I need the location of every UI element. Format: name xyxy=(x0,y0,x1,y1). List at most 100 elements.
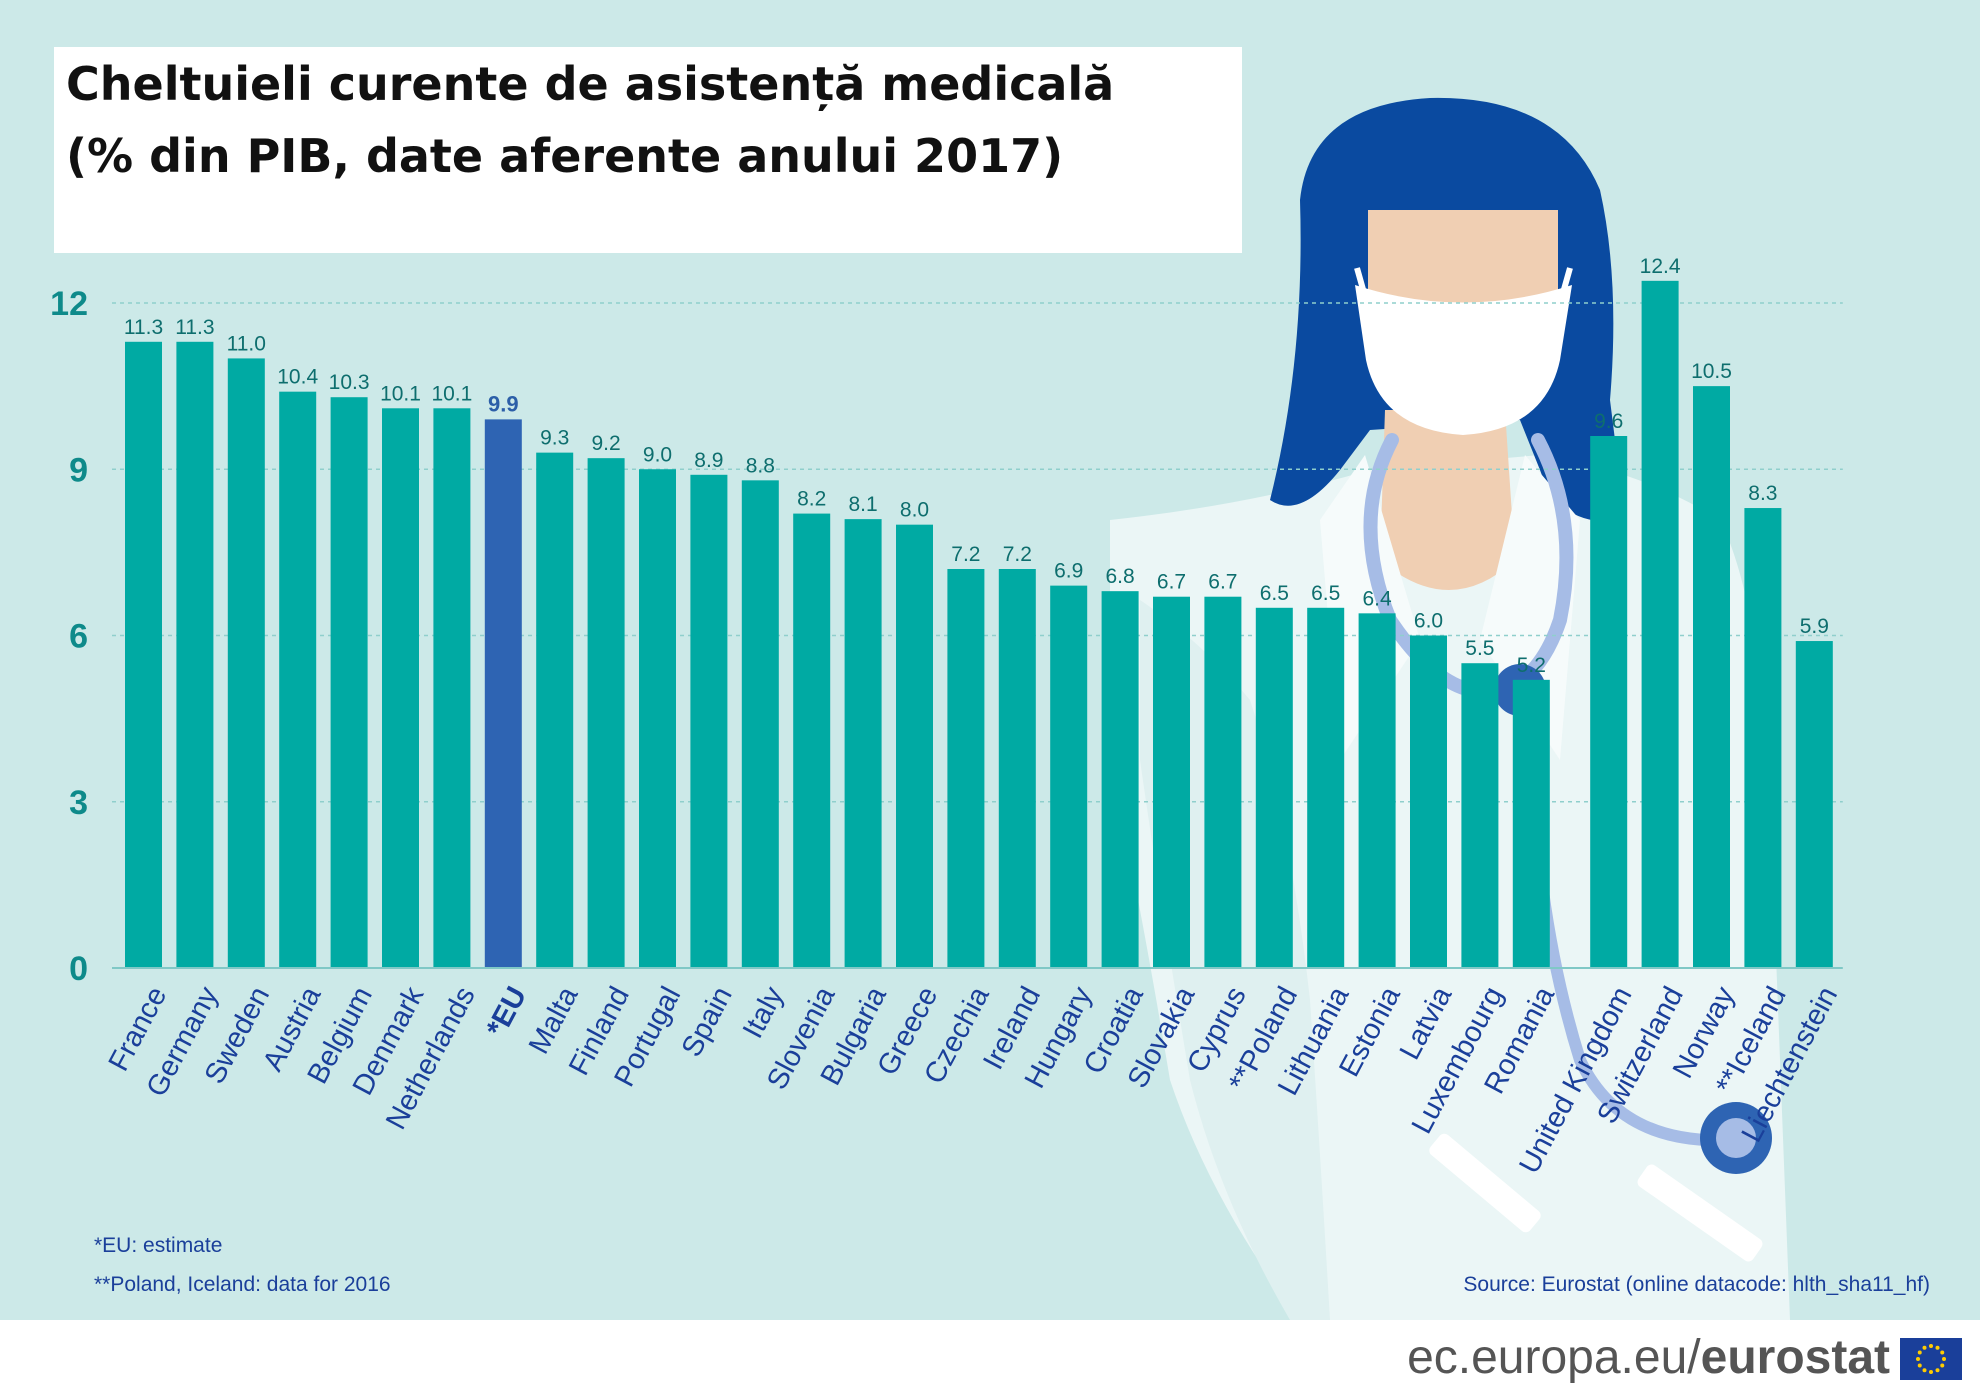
x-tick-label: Italy xyxy=(737,981,790,1043)
bar xyxy=(1641,280,1679,968)
y-tick-label: 0 xyxy=(69,950,88,988)
bar xyxy=(741,480,779,968)
data-label: 5.5 xyxy=(1465,637,1494,660)
flag-star-icon xyxy=(1929,1344,1933,1348)
flag-star-icon xyxy=(1935,1345,1940,1350)
x-axis-labels: FranceGermanySwedenAustriaBelgiumDenmark… xyxy=(103,981,1844,1179)
title-box: Cheltuieli curente de asistență medicală… xyxy=(54,47,1242,253)
doctor-neck xyxy=(1380,410,1515,590)
data-label: 6.0 xyxy=(1414,610,1443,633)
bar xyxy=(1795,641,1833,968)
bar xyxy=(1744,508,1782,968)
data-label: 9.3 xyxy=(540,427,569,450)
chart-title-line2: (% din PIB, date aferente anului 2017) xyxy=(66,129,1064,183)
bar xyxy=(1101,591,1139,968)
bar xyxy=(279,391,317,969)
bar xyxy=(1307,607,1345,968)
source-note: Source: Eurostat (online datacode: hlth_… xyxy=(1463,1273,1930,1296)
data-label: 11.3 xyxy=(124,316,163,339)
bar xyxy=(536,452,574,968)
data-label: 8.9 xyxy=(694,449,723,472)
y-tick-label: 12 xyxy=(50,285,88,323)
bar xyxy=(1590,436,1628,968)
flag-star-icon xyxy=(1940,1350,1945,1355)
x-tick-label: Spain xyxy=(676,982,739,1063)
bar xyxy=(1410,635,1447,968)
data-label: 6.4 xyxy=(1362,587,1392,610)
data-label: 6.5 xyxy=(1311,582,1340,605)
bar xyxy=(1204,596,1242,968)
data-label: 11.0 xyxy=(227,332,266,355)
coat-pocket xyxy=(1637,1164,1763,1262)
data-label: 10.1 xyxy=(431,382,472,405)
data-label: 9.0 xyxy=(643,443,672,466)
data-label: 5.9 xyxy=(1800,615,1829,638)
bar xyxy=(1358,613,1396,968)
eurostat-link[interactable]: ec.europa.eu/eurostat xyxy=(1407,1330,1890,1385)
flag-star-icon xyxy=(1922,1345,1927,1350)
coat-collar xyxy=(1480,455,1580,760)
bar xyxy=(639,469,676,968)
flag-star-icon xyxy=(1916,1357,1920,1361)
face-mask xyxy=(1355,285,1572,435)
bar xyxy=(896,524,933,968)
bar xyxy=(998,569,1036,968)
data-label: 8.8 xyxy=(746,454,775,477)
data-label: 6.7 xyxy=(1157,571,1186,594)
stethoscope-chestpiece-inner xyxy=(1716,1118,1756,1158)
data-label: 6.9 xyxy=(1054,560,1083,583)
branding-bar: ec.europa.eu/eurostat xyxy=(0,1320,1980,1400)
y-tick-label: 3 xyxy=(69,784,88,822)
eu-flag-icon xyxy=(1900,1338,1962,1380)
flag-star-icon xyxy=(1942,1357,1946,1361)
x-tick-label: *EU xyxy=(481,982,533,1043)
flag-star-icon xyxy=(1929,1370,1933,1374)
data-label: 9.6 xyxy=(1594,410,1623,433)
bar xyxy=(844,519,882,968)
flag-star-icon xyxy=(1940,1363,1945,1368)
y-axis: 0 3 6 9 12 xyxy=(50,285,88,988)
data-label: 8.1 xyxy=(848,493,877,516)
data-label: 9.2 xyxy=(591,432,620,455)
brand-name: eurostat xyxy=(1700,1331,1890,1384)
data-label: 5.2 xyxy=(1517,654,1546,677)
bar xyxy=(125,341,162,969)
bar xyxy=(382,408,419,969)
bar xyxy=(330,397,368,968)
data-label: 10.1 xyxy=(380,382,421,405)
data-label: 11.3 xyxy=(175,316,214,339)
flag-star-icon xyxy=(1922,1368,1927,1373)
footnote-eu: *EU: estimate xyxy=(94,1234,223,1257)
data-labels: 11.3 11.3 11.0 10.4 10.3 10.1 10.1 9.9 9.3 9.2 9.0… xyxy=(124,255,1829,677)
bar xyxy=(176,341,214,969)
bar xyxy=(1153,596,1190,968)
data-label: 10.4 xyxy=(277,366,318,389)
data-label: 7.2 xyxy=(1003,543,1032,566)
data-label: 12.4 xyxy=(1640,255,1681,278)
bar xyxy=(587,458,625,968)
bar xyxy=(793,513,831,968)
bar xyxy=(433,408,471,969)
y-tick-label: 9 xyxy=(69,451,88,489)
data-label: 6.8 xyxy=(1105,565,1134,588)
bars xyxy=(125,280,1833,969)
y-tick-label: 6 xyxy=(69,618,88,656)
data-label: 8.0 xyxy=(900,499,929,522)
flag-star-icon xyxy=(1917,1350,1922,1355)
coat-collar xyxy=(1320,455,1420,760)
data-label: 9.9 xyxy=(488,391,519,416)
footnote-poland-iceland: **Poland, Iceland: data for 2016 xyxy=(94,1273,391,1296)
bar xyxy=(227,358,265,969)
mask-strap xyxy=(1354,267,1369,301)
bar xyxy=(1461,663,1499,968)
flag-star-icon xyxy=(1917,1363,1922,1368)
data-label: 6.5 xyxy=(1260,582,1289,605)
bar xyxy=(947,569,985,968)
bar xyxy=(1050,585,1088,968)
data-label: 10.5 xyxy=(1691,360,1732,383)
bar xyxy=(1693,386,1730,968)
coat-pocket xyxy=(1429,1133,1541,1233)
bar-chart: 0 3 6 9 12 11.3 11.3 11.0 10.4 10.3 10.1 10.1 9.9 9.… xyxy=(50,255,1844,1179)
mask-strap xyxy=(1558,267,1573,301)
